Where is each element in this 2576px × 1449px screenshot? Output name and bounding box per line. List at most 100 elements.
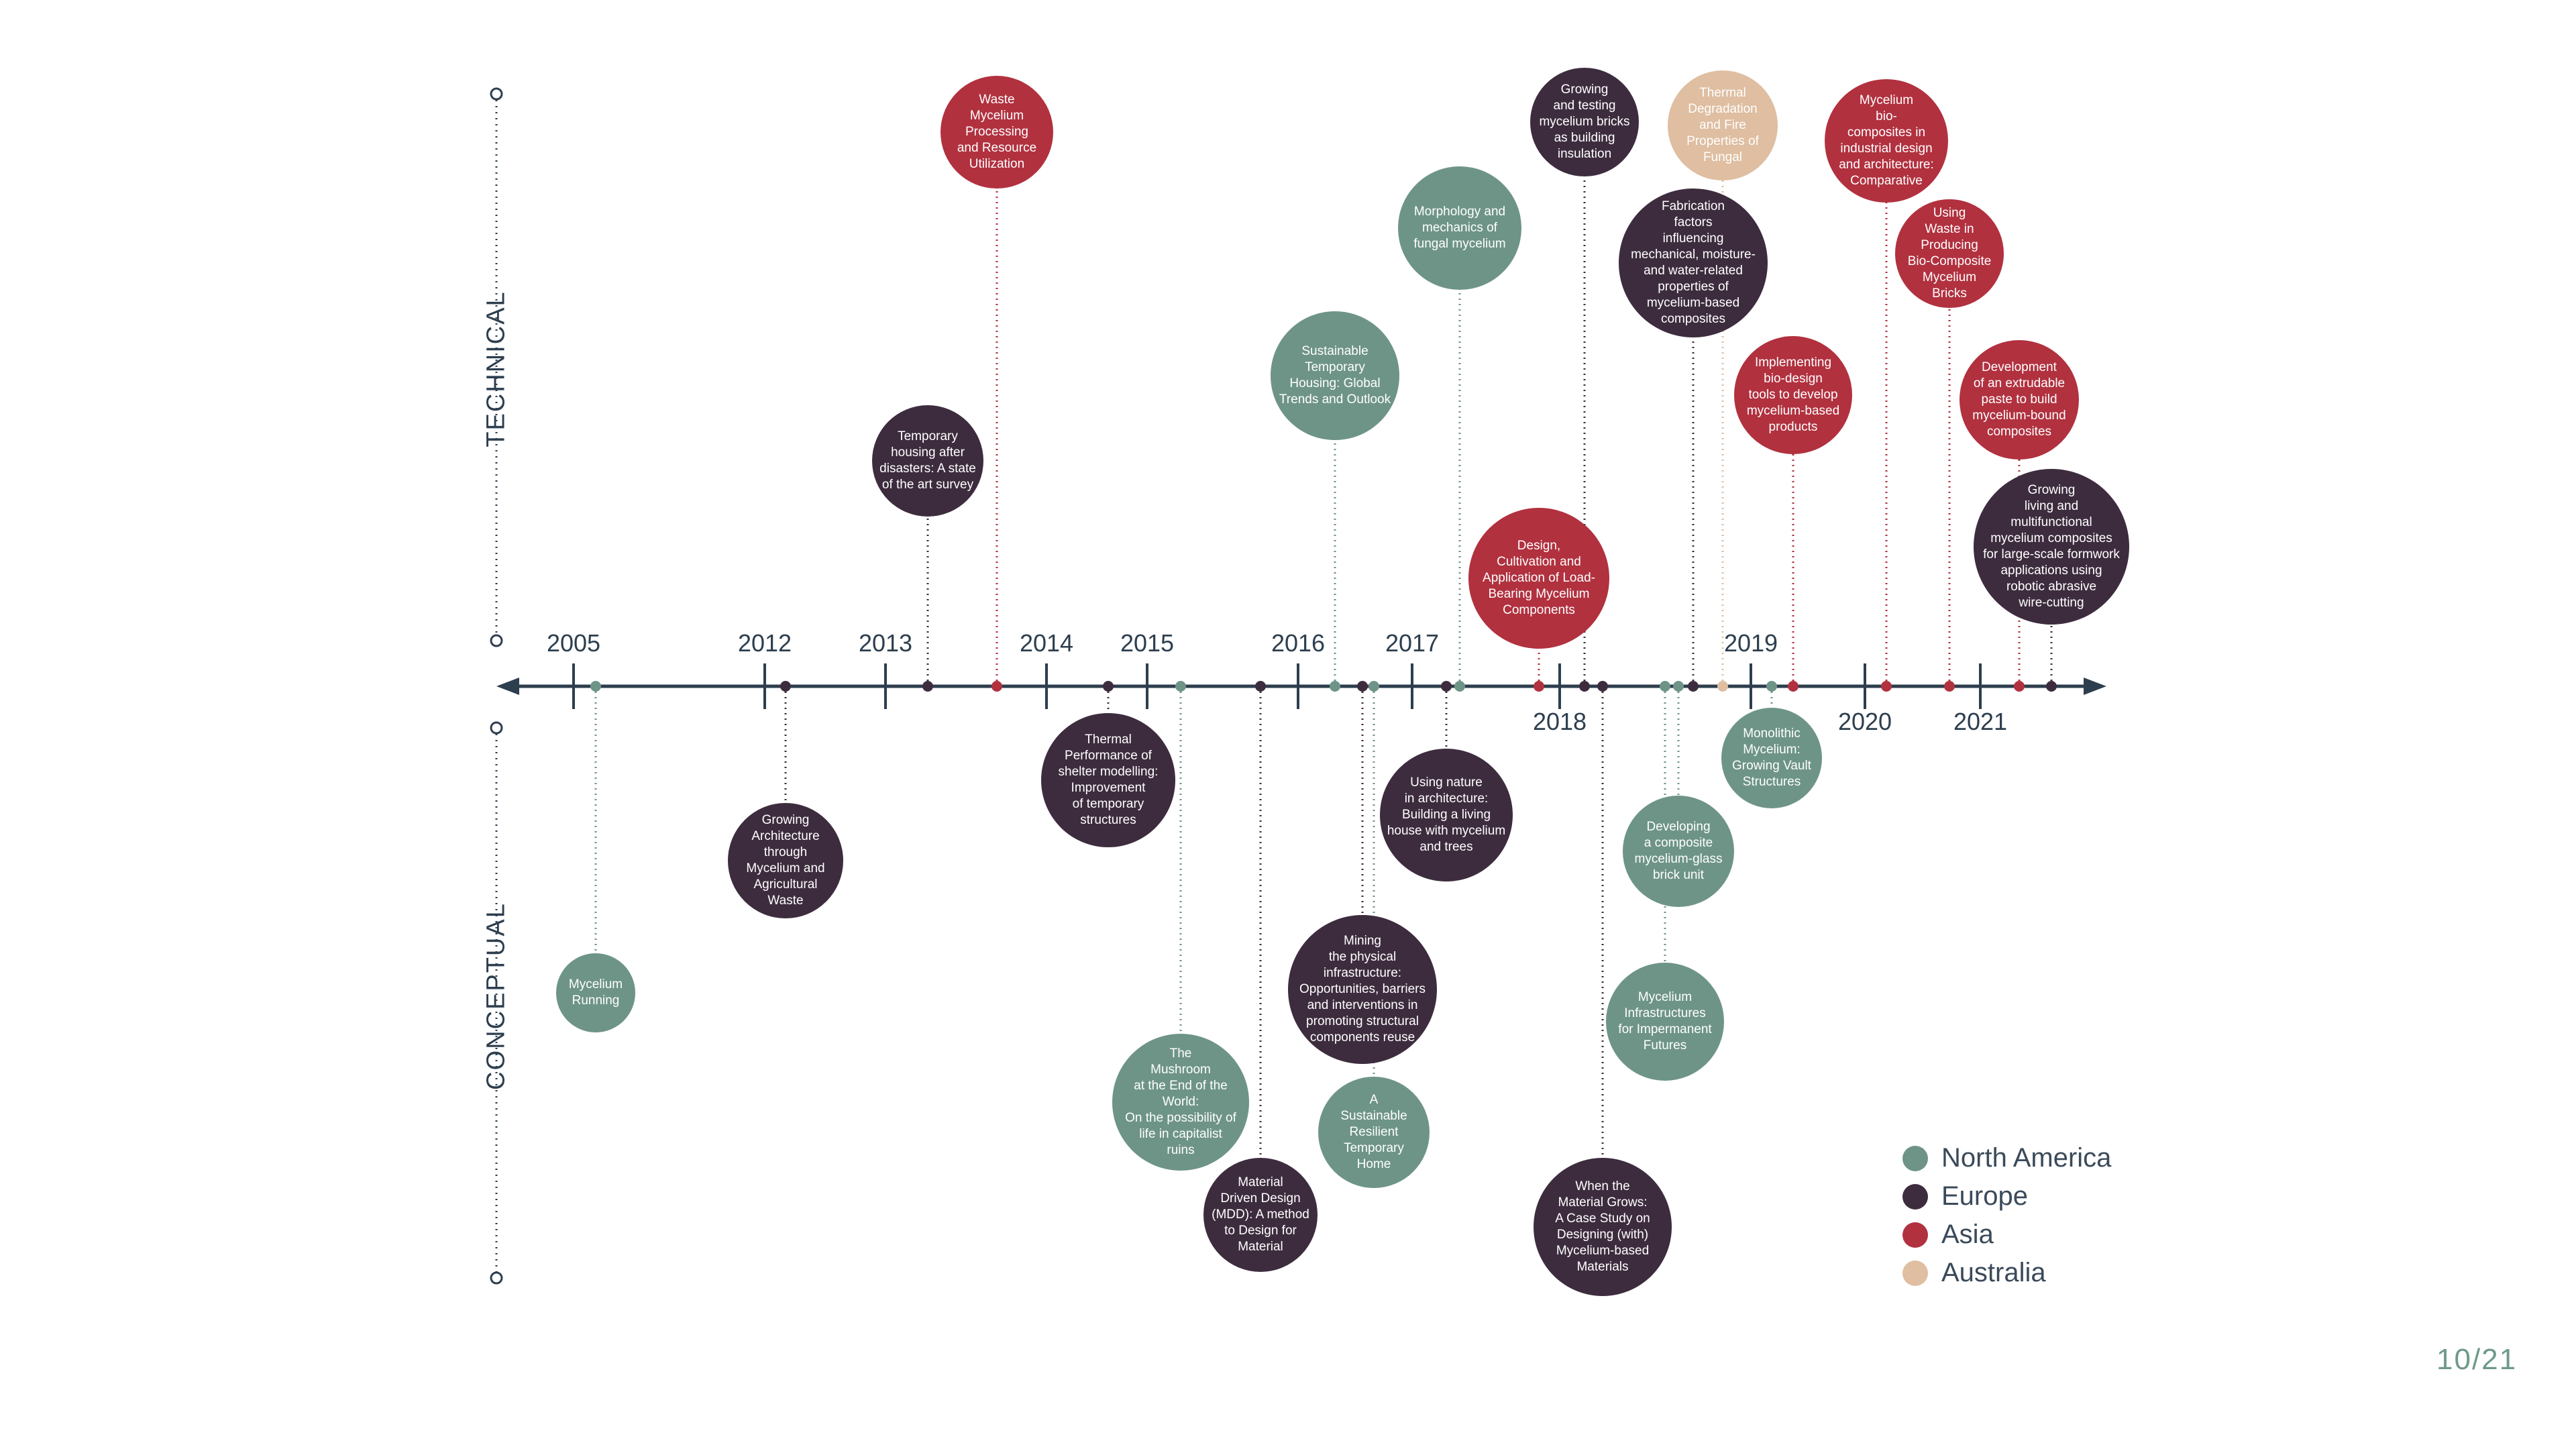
publication-bubble: Monolithic Mycelium: Growing Vault Struc… [1721, 708, 1822, 808]
publication-title: Morphology and mechanics of fungal mycel… [1413, 205, 1506, 251]
publication-title: Growing Architecture through Mycelium an… [746, 813, 825, 908]
legend-swatch [1902, 1183, 1928, 1210]
publication-title: Mycelium Running [568, 977, 623, 1008]
axis-dot [1766, 681, 1777, 692]
publication-bubble: A Sustainable Resilient Temporary Home [1318, 1077, 1430, 1188]
axis-dot [590, 681, 601, 692]
axis-dot [1175, 681, 1186, 692]
axis-dot [1255, 681, 1266, 692]
publication-title: When the Material Grows: A Case Study on… [1555, 1179, 1650, 1274]
main-axis [496, 678, 2106, 695]
axis-dot [2014, 681, 2025, 692]
publication-bubble: Thermal Performance of shelter modelling… [1041, 713, 1175, 847]
publication-title: Mining the physical infrastructure: Oppo… [1299, 934, 1426, 1044]
publication-title: Developing a composite mycelium-glass br… [1634, 820, 1723, 882]
legend-item-north-america: North America [1902, 1139, 2111, 1177]
page-number: 10/21 [2436, 1343, 2518, 1376]
publication-title: Growing living and multifunctional mycel… [1983, 483, 2120, 610]
side-axis-end-circle [490, 87, 503, 101]
publication-bubble: The Mushroom at the End of the World: On… [1112, 1034, 1249, 1171]
axis-arrow-left [496, 678, 519, 695]
axis-dot [1673, 681, 1684, 692]
axis-dot [1660, 681, 1670, 692]
year-label-2016: 2016 [1271, 629, 1326, 657]
axis-dot [1330, 681, 1340, 692]
publication-bubble: Mycelium bio- composites in industrial d… [1825, 79, 1948, 203]
publication-title: Mycelium Infrastructures for Impermanent… [1618, 990, 1712, 1053]
publication-bubble: Material Driven Design (MDD): A method t… [1203, 1158, 1318, 1272]
publication-bubble: Growing and testing mycelium bricks as b… [1530, 68, 1639, 176]
axis-dot [1717, 681, 1728, 692]
year-label-2014: 2014 [1019, 629, 1074, 657]
axis-dots [590, 681, 2057, 692]
publication-title: Monolithic Mycelium: Growing Vault Struc… [1732, 727, 1811, 789]
legend-swatch [1902, 1260, 1928, 1286]
year-label-2015: 2015 [1120, 629, 1175, 657]
legend: North America Europe Asia Australia [1902, 1139, 2111, 1292]
publication-bubble: Implementing bio-design tools to develop… [1734, 336, 1852, 454]
year-label-2021: 2021 [1953, 708, 2008, 735]
publication-title: Material Driven Design (MDD): A method t… [1212, 1175, 1309, 1254]
publication-title: Growing and testing mycelium bricks as b… [1539, 83, 1630, 161]
axis-dot [1357, 681, 1368, 692]
legend-label: Asia [1941, 1220, 1994, 1249]
legend-label: Europe [1941, 1181, 2028, 1211]
publication-bubble: When the Material Grows: A Case Study on… [1534, 1158, 1672, 1296]
publication-bubble: Mining the physical infrastructure: Oppo… [1288, 915, 1437, 1064]
publication-bubble: Growing Architecture through Mycelium an… [728, 803, 843, 918]
publication-title: A Sustainable Resilient Temporary Home [1340, 1093, 1407, 1171]
side-axis-end-circle [490, 634, 503, 647]
publication-title: Fabrication factors influencing mechanic… [1631, 199, 1756, 326]
legend-swatch [1902, 1222, 1928, 1248]
axis-dot [991, 681, 1002, 692]
publication-bubble: Growing living and multifunctional mycel… [1974, 469, 2129, 625]
year-label-2005: 2005 [546, 629, 601, 657]
legend-label: Australia [1941, 1258, 2046, 1287]
year-label-2012: 2012 [737, 629, 792, 657]
publication-bubble: Waste Mycelium Processing and Resource U… [941, 76, 1053, 189]
side-axis [490, 87, 503, 1285]
publication-title: Implementing bio-design tools to develop… [1746, 356, 1840, 434]
axis-dot [1534, 681, 1544, 692]
axis-dot [780, 681, 791, 692]
axis-arrow-right [2084, 678, 2106, 695]
publication-bubble: Developing a composite mycelium-glass br… [1623, 796, 1734, 907]
publication-title: Waste Mycelium Processing and Resource U… [957, 93, 1037, 171]
publication-bubble: Mycelium Infrastructures for Impermanent… [1606, 963, 1724, 1081]
connector-lines [594, 176, 2053, 1158]
legend-item-asia: Asia [1902, 1216, 2111, 1254]
axis-dot [2046, 681, 2057, 692]
year-label-2013: 2013 [858, 629, 913, 657]
side-axis-end-circle [490, 1271, 503, 1285]
legend-label: North America [1941, 1143, 2112, 1173]
publication-title: Development of an extrudable paste to bu… [1972, 360, 2066, 439]
publication-title: Thermal Performance of shelter modelling… [1058, 733, 1159, 827]
publication-bubble: Using Waste in Producing Bio-Composite M… [1895, 199, 2004, 308]
axis-dot [1788, 681, 1799, 692]
publication-bubble: Sustainable Temporary Housing: Global Tr… [1271, 311, 1399, 440]
year-label-2017: 2017 [1385, 629, 1440, 657]
axis-dot [1881, 681, 1892, 692]
legend-swatch [1902, 1145, 1928, 1171]
publication-bubble: Morphology and mechanics of fungal mycel… [1398, 166, 1521, 290]
publication-title: Temporary housing after disasters: A sta… [879, 429, 976, 492]
legend-item-europe: Europe [1902, 1177, 2111, 1216]
publication-bubble: Temporary housing after disasters: A sta… [872, 405, 983, 517]
axis-dot [1688, 681, 1699, 692]
publication-title: Thermal Degradation and Fire Properties … [1686, 86, 1759, 164]
publication-bubble: Thermal Degradation and Fire Properties … [1668, 70, 1778, 180]
axis-dot [922, 681, 933, 692]
publication-bubble: Using nature in architecture: Building a… [1380, 749, 1513, 881]
year-label-2019: 2019 [1723, 629, 1778, 657]
year-label-2018: 2018 [1532, 708, 1587, 735]
axis-label-technical: TECHNICAL [482, 290, 511, 447]
publication-bubble: Development of an extrudable paste to bu… [1960, 340, 2079, 460]
publication-title: The Mushroom at the End of the World: On… [1125, 1046, 1236, 1157]
publication-title: Mycelium bio- composites in industrial d… [1839, 93, 1934, 188]
legend-item-australia: Australia [1902, 1254, 2111, 1292]
axis-dot [1368, 681, 1379, 692]
publication-title: Design, Cultivation and Application of L… [1483, 539, 1595, 617]
axis-dot [1944, 681, 1955, 692]
